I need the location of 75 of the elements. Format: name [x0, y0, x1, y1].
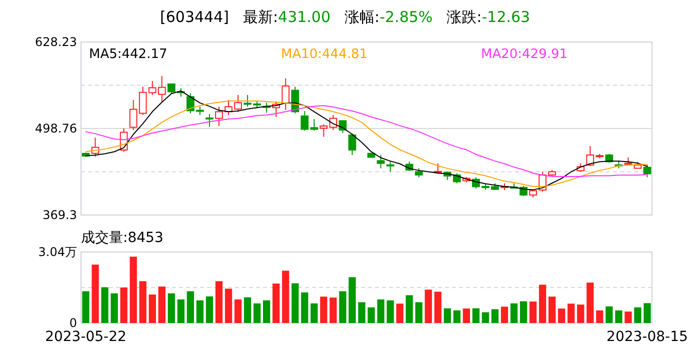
bar — [462, 308, 470, 323]
bar — [644, 303, 651, 323]
bar — [330, 298, 337, 323]
bar — [510, 303, 518, 323]
bar — [320, 296, 328, 323]
chart-title: [603444] — [160, 8, 229, 26]
bar — [377, 299, 384, 323]
bar — [177, 299, 184, 323]
bar — [186, 291, 194, 323]
text: MA10:444.81 — [281, 47, 368, 62]
bar — [348, 277, 356, 323]
bar — [568, 304, 575, 323]
text: MA20:429.91 — [481, 47, 568, 62]
bar — [520, 301, 528, 323]
y-tick-label: 628.23 — [35, 35, 77, 49]
bar — [472, 308, 480, 323]
bar — [253, 303, 261, 323]
bar — [110, 293, 118, 323]
bar — [396, 304, 404, 323]
bar — [339, 291, 346, 323]
bar — [158, 286, 166, 323]
bar — [529, 302, 537, 323]
bar — [434, 292, 442, 323]
bar — [634, 307, 642, 323]
bar — [139, 281, 146, 323]
x-tick-label: 2023-05-22 — [45, 329, 126, 345]
bar — [168, 293, 175, 323]
bar — [92, 264, 99, 323]
bar — [234, 299, 242, 323]
text: 涨跌:-12.63 — [446, 8, 530, 26]
bar — [386, 300, 394, 323]
y-tick-label: 369.3 — [42, 208, 77, 222]
bar — [148, 294, 156, 323]
y-tick-label: 0 — [69, 316, 77, 330]
bar — [548, 296, 556, 323]
bar — [624, 312, 632, 323]
bar — [358, 302, 366, 323]
bar — [615, 310, 622, 323]
bar — [491, 309, 499, 323]
bar — [224, 288, 232, 323]
bar — [368, 307, 375, 323]
text: 涨幅:-2.85% — [344, 8, 433, 26]
bar — [415, 302, 422, 323]
x-tick-label: 2023-08-15 — [606, 329, 688, 345]
bar — [500, 306, 508, 323]
bar — [282, 270, 290, 323]
bar — [453, 310, 460, 323]
bar — [538, 284, 546, 323]
text: 最新:431.00 — [242, 8, 331, 26]
chart-title: 成交量:8453 — [81, 230, 164, 246]
bar — [606, 306, 613, 323]
text: MA5:442.17 — [89, 47, 168, 62]
bar — [101, 287, 108, 323]
y-tick-label: 498.76 — [35, 122, 77, 136]
bar — [424, 290, 432, 323]
bar — [596, 310, 604, 323]
bar — [577, 304, 584, 323]
bar — [215, 281, 223, 323]
bar — [206, 296, 214, 323]
bar — [292, 283, 299, 323]
bar — [310, 303, 318, 323]
bar — [130, 256, 137, 323]
bar — [444, 308, 451, 323]
bar — [244, 297, 252, 323]
y-tick-label: 3.04万 — [38, 245, 77, 259]
bar — [558, 308, 566, 323]
bar — [82, 291, 90, 323]
bar — [263, 300, 270, 323]
bar — [586, 282, 594, 323]
bar — [196, 300, 204, 323]
bar — [272, 284, 280, 323]
bar — [406, 295, 413, 323]
bar — [120, 288, 128, 323]
bar — [301, 292, 308, 323]
bar — [482, 312, 490, 323]
